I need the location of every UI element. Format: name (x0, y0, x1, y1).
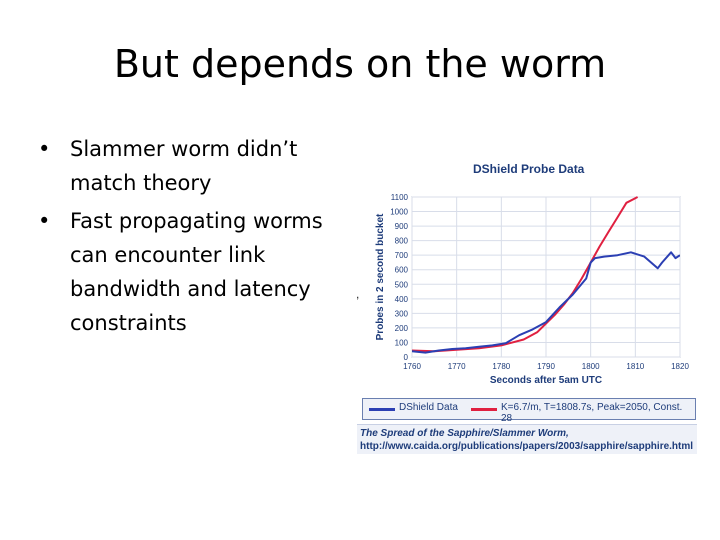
legend-swatch-model (471, 408, 497, 411)
legend-label-model: K=6.7/m, T=1808.7s, Peak=2050, Const. 28 (501, 402, 683, 424)
x-tick-label: 1810 (626, 362, 644, 371)
y-tick-label: 300 (395, 309, 409, 318)
x-tick-label: 1760 (403, 362, 421, 371)
x-tick-label: 1770 (448, 362, 466, 371)
y-tick-label: 800 (395, 237, 409, 246)
bullet-item: • Slammer worm didn’t match theory (34, 132, 364, 200)
slide-title: But depends on the worm (113, 42, 607, 86)
y-tick-label: 400 (395, 295, 409, 304)
x-tick-label: 1820 (671, 362, 689, 371)
y-tick-label: 700 (395, 251, 409, 260)
legend-label-dshield: DShield Data (399, 402, 458, 413)
y-tick-label: 100 (395, 338, 409, 347)
bullet-list: • Slammer worm didn’t match theory • Fas… (34, 132, 364, 344)
probe-chart: 0 100 200 300 400 500 600 700 800 900 1000 1100 1760… (375, 193, 689, 386)
bullet-dot: • (38, 209, 51, 233)
bullet-item: • Fast propagating worms can encounter l… (34, 204, 364, 340)
x-tick-label: 1780 (492, 362, 510, 371)
x-tick-label: 1800 (582, 362, 600, 371)
bullet-text: Fast propagating worms can encounter lin… (70, 209, 323, 335)
x-axis-label: Seconds after 5am UTC (490, 375, 602, 386)
caption-title: The Spread of the Sapphire/Slammer Worm, (360, 428, 569, 439)
figure-caption: The Spread of the Sapphire/Slammer Worm,… (357, 424, 697, 454)
bullet-text: Slammer worm didn’t match theory (70, 137, 298, 195)
y-tick-label: 1100 (391, 193, 409, 202)
series-line-model (412, 196, 639, 353)
caption-url: http://www.caida.org/publications/papers… (360, 441, 694, 452)
y-tick-label: 200 (395, 324, 409, 333)
figure-title: DShield Probe Data (473, 162, 585, 176)
stray-mark: , (356, 287, 360, 301)
chart-legend: DShield Data K=6.7/m, T=1808.7s, Peak=20… (362, 398, 696, 424)
x-tick-label: 1790 (537, 362, 555, 371)
bullet-dot: • (38, 137, 51, 161)
y-tick-label: 0 (404, 353, 409, 362)
y-tick-label: 1000 (390, 208, 408, 217)
y-tick-label: 500 (395, 280, 409, 289)
y-axis-label: Probes in 2 second bucket (375, 213, 386, 340)
y-tick-label: 600 (395, 266, 409, 275)
series-line-dshield (412, 251, 680, 354)
y-tick-label: 900 (395, 222, 409, 231)
legend-swatch-dshield (369, 408, 395, 411)
